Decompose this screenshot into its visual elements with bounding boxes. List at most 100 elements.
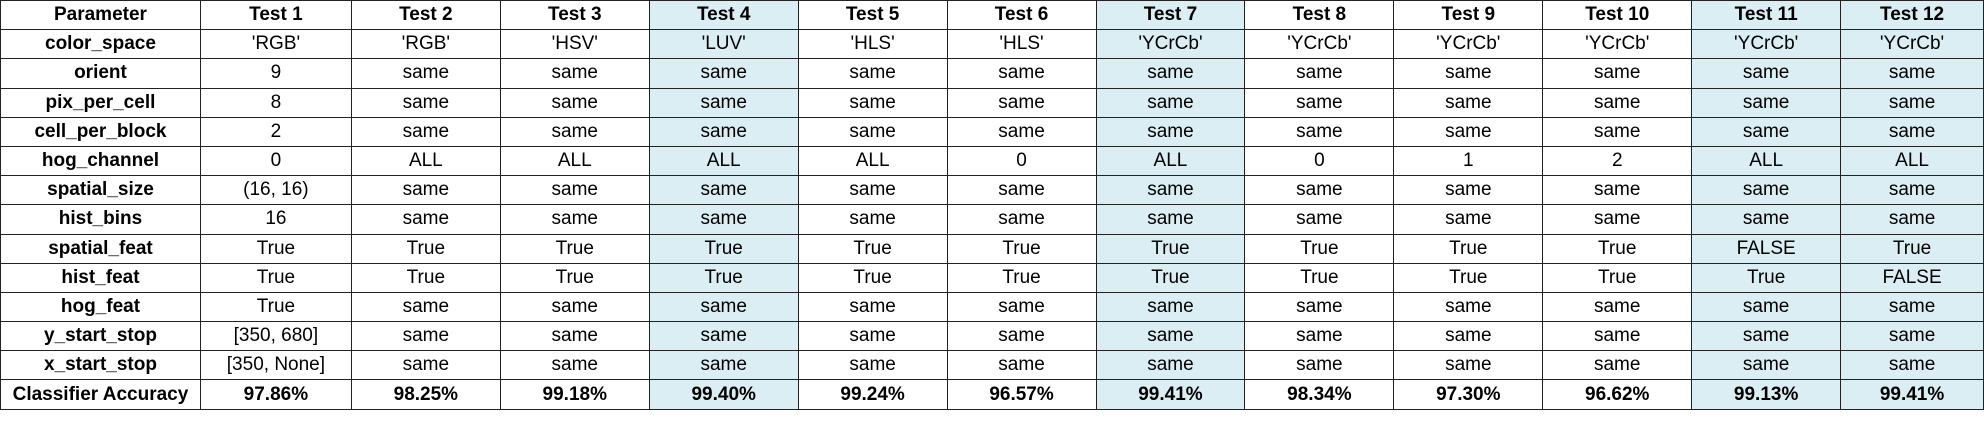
table-cell: 'YCrCb' [1393, 29, 1544, 60]
table-cell: same [350, 321, 501, 352]
table-cell: True [946, 262, 1097, 293]
header-test-1: Test 1 [199, 0, 352, 31]
header-test-3: Test 3 [499, 0, 650, 31]
table-cell: ALL [350, 145, 501, 177]
table-row: cell_per_block 2 same same same same same same s… [0, 116, 1984, 147]
table-cell: 'YCrCb' [1691, 29, 1842, 60]
table-cell: same [1542, 175, 1693, 206]
table-cell: same [499, 321, 650, 352]
table-cell: same [648, 321, 799, 352]
table-cell: same [648, 350, 799, 381]
table-cell: same [946, 58, 1097, 89]
table-row: color_space 'RGB' 'RGB' 'HSV' 'LUV' 'HLS' 'HLS… [0, 29, 1984, 60]
table-row: x_start_stop [350, None] same same same same s… [0, 350, 1984, 381]
table-cell: 8 [199, 87, 352, 118]
row-label: Classifier Accuracy [0, 379, 201, 410]
table-cell: True [199, 233, 352, 264]
table-cell: 96.62% [1542, 379, 1693, 410]
table-cell: FALSE [1840, 262, 1984, 293]
table-cell: 'HLS' [946, 29, 1097, 60]
table-cell: 99.13% [1691, 379, 1842, 410]
header-test-6: Test 6 [946, 0, 1097, 31]
table-cell: 1 [1393, 145, 1544, 177]
table-cell: same [1542, 87, 1693, 118]
table-cell: True [1095, 233, 1246, 264]
table-cell: same [1393, 58, 1544, 89]
table-cell: same [797, 116, 948, 147]
header-test-10: Test 10 [1542, 0, 1693, 31]
table-row: y_start_stop [350, 680] same same same same sa… [0, 321, 1984, 352]
table-cell: 'HLS' [797, 29, 948, 60]
table-cell: 'YCrCb' [1542, 29, 1693, 60]
table-cell: same [1393, 175, 1544, 206]
table-cell: same [1542, 204, 1693, 235]
table-cell: same [946, 87, 1097, 118]
table-cell: 0 [946, 145, 1097, 177]
table-cell: ALL [499, 145, 650, 177]
header-test-2: Test 2 [350, 0, 501, 31]
table-cell: same [1095, 175, 1246, 206]
table-cell: same [797, 87, 948, 118]
table-row: hog_feat True same same same same same same same… [0, 291, 1984, 323]
table-cell: same [1095, 291, 1246, 323]
table-cell: same [1393, 87, 1544, 118]
table-row: hist_bins 16 same same same same same same same s… [0, 204, 1984, 235]
table-cell: True [1095, 262, 1246, 293]
table-cell: same [1542, 350, 1693, 381]
row-label: y_start_stop [0, 321, 201, 352]
table-cell: same [1840, 175, 1984, 206]
table-cell: 'RGB' [350, 29, 501, 60]
table-cell: same [1691, 291, 1842, 323]
table-cell: same [1244, 87, 1395, 118]
table-cell: same [1840, 291, 1984, 323]
table-cell: same [797, 291, 948, 323]
table-cell: 0 [199, 145, 352, 177]
table-cell: 99.41% [1840, 379, 1984, 410]
table-cell: 0 [1244, 145, 1395, 177]
table-cell: same [1244, 116, 1395, 147]
table-cell: same [1095, 58, 1246, 89]
table-row: orient 9 same same same same same same same same s… [0, 58, 1984, 89]
table-body: color_space 'RGB' 'RGB' 'HSV' 'LUV' 'HLS' 'HLS… [0, 29, 1984, 410]
table-cell: same [1691, 58, 1842, 89]
table-cell: same [1542, 321, 1693, 352]
row-label: hog_channel [0, 145, 201, 177]
table-cell: same [1840, 350, 1984, 381]
table-cell: same [499, 58, 650, 89]
table-cell: same [1840, 116, 1984, 147]
table-cell: FALSE [1691, 233, 1842, 264]
table-cell: same [797, 58, 948, 89]
table-row: pix_per_cell 8 same same same same same same sam… [0, 87, 1984, 118]
table-cell: same [1095, 116, 1246, 147]
table-cell: 99.18% [499, 379, 650, 410]
table-cell: same [350, 87, 501, 118]
table-cell: same [946, 321, 1097, 352]
table-cell: same [1691, 321, 1842, 352]
table-cell: same [1393, 204, 1544, 235]
table-cell: True [797, 233, 948, 264]
row-label: x_start_stop [0, 350, 201, 381]
table-cell: same [1095, 204, 1246, 235]
table-cell: same [1095, 87, 1246, 118]
table-cell: same [499, 175, 650, 206]
table-cell: same [350, 58, 501, 89]
row-label: orient [0, 58, 201, 89]
table-cell: same [797, 321, 948, 352]
table-cell: True [1840, 233, 1984, 264]
table-cell: 96.57% [946, 379, 1097, 410]
table-cell: 'HSV' [499, 29, 650, 60]
table-cell: same [1244, 58, 1395, 89]
table-cell: True [1244, 262, 1395, 293]
table-cell: same [1840, 87, 1984, 118]
table-cell: True [797, 262, 948, 293]
table-cell: same [499, 87, 650, 118]
table-cell: True [499, 233, 650, 264]
table-cell: same [1095, 350, 1246, 381]
table-cell: True [199, 291, 352, 323]
table-cell: same [946, 204, 1097, 235]
table-cell: 99.24% [797, 379, 948, 410]
table-cell: True [1691, 262, 1842, 293]
table-cell: True [499, 262, 650, 293]
table-cell: same [946, 116, 1097, 147]
table-cell: same [1542, 58, 1693, 89]
